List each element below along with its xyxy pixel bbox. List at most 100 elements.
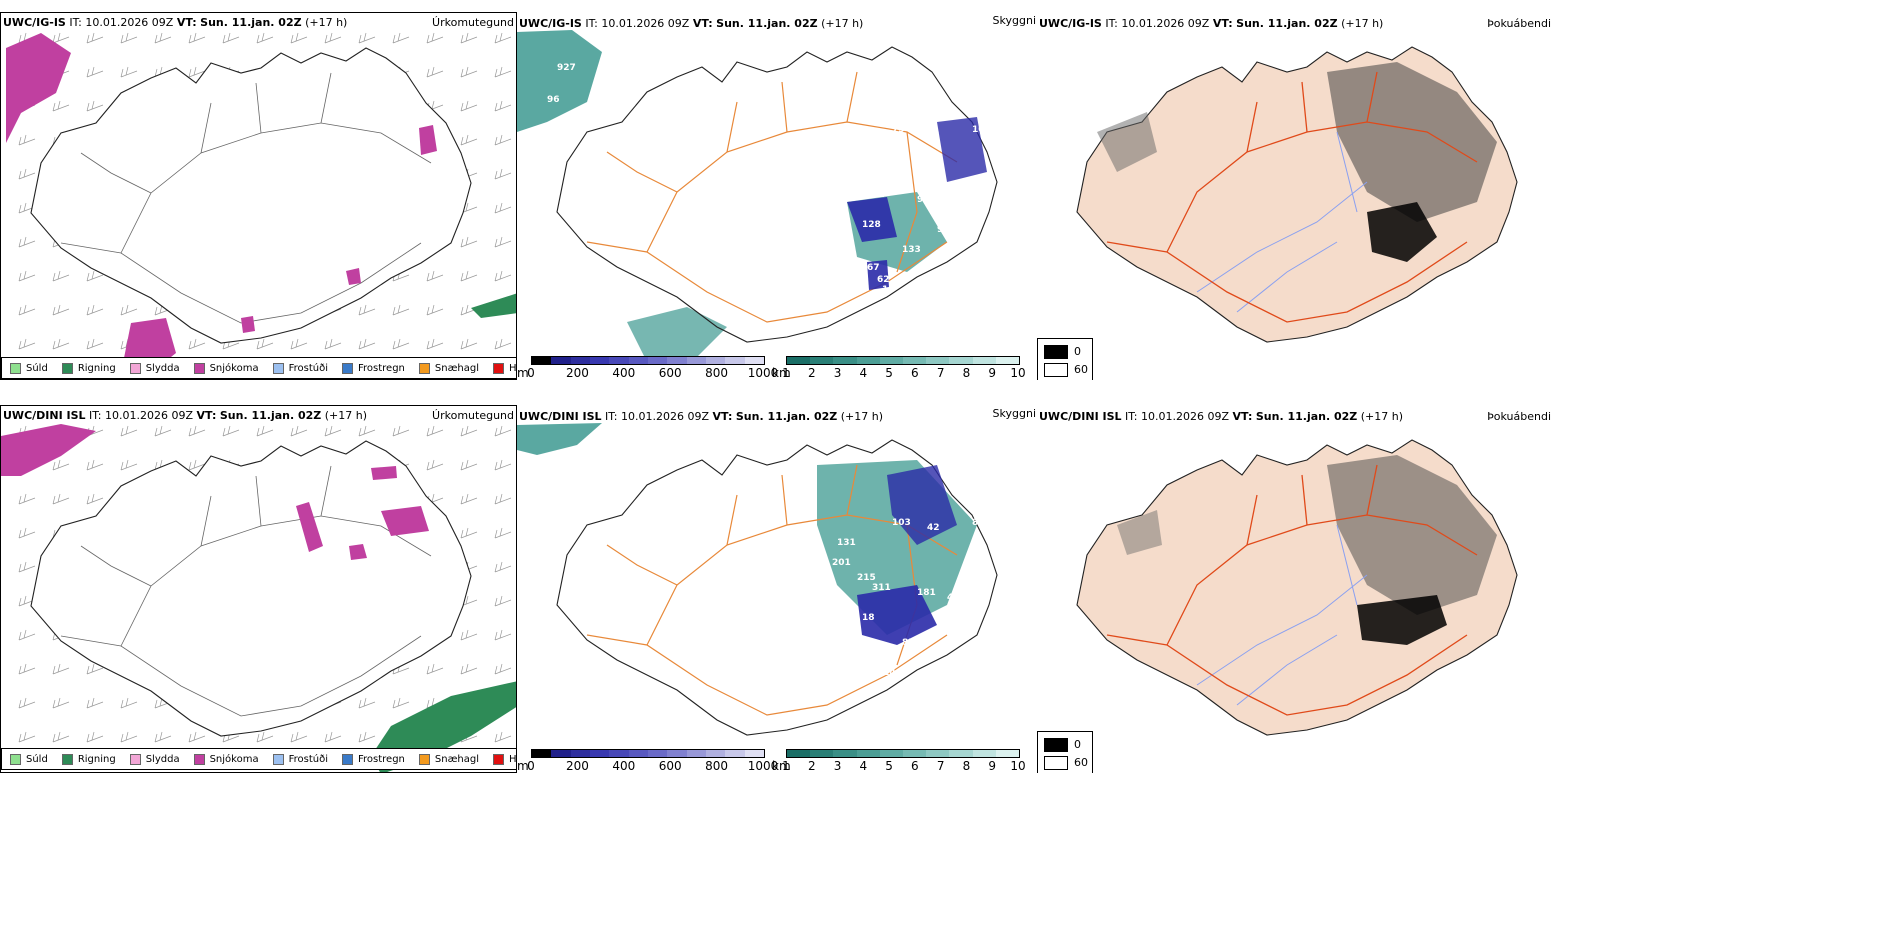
- colorbar-swatch: [628, 357, 648, 364]
- wind-barb: [18, 134, 36, 146]
- precip-title: Úrkomutegund: [432, 409, 514, 422]
- colorbar-tick: 400: [612, 366, 636, 380]
- legend-label: Frostregn: [358, 753, 405, 765]
- fog-legend: 0 60: [1037, 338, 1093, 380]
- colorbar-tick: 9: [988, 366, 997, 380]
- rain-area: [471, 293, 516, 318]
- legend-item-frostúði: Frostúði: [272, 362, 328, 374]
- colorbar-unit: m: [517, 366, 529, 380]
- precip-panel-2: UWC/DINI ISL IT: 10.01.2026 09Z VT: Sun.…: [0, 405, 517, 773]
- legend-label: Rigning: [77, 753, 116, 765]
- wind-barb: [324, 425, 342, 437]
- visibility-title: Skyggni: [992, 407, 1036, 420]
- wind-barb: [494, 561, 512, 573]
- colorbar-tick: 3: [833, 759, 842, 773]
- fog-area: [1097, 112, 1157, 172]
- colorbar-swatch: [856, 357, 880, 364]
- wind-barb: [86, 493, 104, 505]
- colorbar-tick: 0: [527, 366, 535, 380]
- iceland-outline: [556, 46, 998, 343]
- legend-swatch: [342, 753, 353, 765]
- wind-barb: [52, 459, 70, 471]
- wind-barb: [460, 425, 478, 437]
- model-name: UWC/IG-IS: [1039, 17, 1102, 30]
- legend-label: Frostúði: [288, 753, 328, 765]
- cloud-base-label: 135: [547, 488, 566, 498]
- colorbar-swatch: [833, 357, 857, 364]
- wind-barb: [426, 425, 444, 437]
- it-label: IT:: [89, 409, 102, 422]
- colorbar-unit: m: [517, 759, 529, 773]
- colorbar-swatch: [810, 357, 834, 364]
- wind-barb: [188, 66, 206, 78]
- wind-barb: [18, 338, 36, 350]
- legend-label: Haglél: [509, 362, 517, 374]
- it-label: IT:: [1125, 410, 1138, 423]
- cloud-base-label: 105: [972, 125, 991, 135]
- legend-item-frostregn: Frostregn: [342, 753, 405, 765]
- colorbar-tick: 7: [936, 366, 945, 380]
- vt-label: VT:: [692, 17, 713, 30]
- cloud-base-label: 48: [832, 165, 845, 175]
- cloud-base-label: 131: [837, 538, 856, 548]
- fog-panel-2: UWC/DINI ISL IT: 10.01.2026 09Z VT: Sun.…: [1037, 405, 1557, 773]
- wind-barb: [256, 32, 274, 44]
- wind-barb: [426, 32, 444, 44]
- wind-barb: [494, 168, 512, 180]
- colorbar-swatch: [725, 357, 745, 364]
- legend-label: Snæhagl: [434, 362, 480, 374]
- legend-item-snjókoma: Snjókoma: [193, 362, 259, 374]
- road-network: [1106, 71, 1478, 323]
- vt-value: Sun. 11.jan. 02Z: [1236, 17, 1338, 30]
- wind-barb: [86, 270, 104, 282]
- legend-swatch: [193, 362, 205, 374]
- wind-barb: [188, 338, 206, 350]
- cloud-base-label: 19: [882, 285, 895, 295]
- panel-header: UWC/DINI ISL IT: 10.01.2026 09Z VT: Sun.…: [519, 410, 883, 423]
- panel-header: UWC/IG-IS IT: 10.01.2026 09Z VT: Sun. 11…: [1039, 17, 1383, 30]
- model-name: UWC/DINI ISL: [1039, 410, 1122, 423]
- lead-time: (+17 h): [324, 409, 368, 422]
- wind-barb: [188, 425, 206, 437]
- colorbar-tick: 800: [705, 759, 729, 773]
- colorbar-swatch: [744, 750, 764, 757]
- colorbar-swatch: [879, 357, 903, 364]
- wind-barb: [358, 338, 376, 350]
- wind-barb: [52, 731, 70, 743]
- it-value: 10.01.2026 09Z: [105, 409, 194, 422]
- wind-barb: [324, 731, 342, 743]
- colorbar-swatch: [810, 750, 834, 757]
- it-label: IT:: [605, 410, 618, 423]
- wind-barb: [494, 270, 512, 282]
- colorbar-swatch: [995, 750, 1019, 757]
- road-network: [586, 464, 958, 716]
- colorbar-swatch: [787, 750, 811, 757]
- model-name: UWC/IG-IS: [3, 16, 66, 29]
- it-value: 10.01.2026 09Z: [85, 16, 174, 29]
- colorbar-swatch: [972, 357, 996, 364]
- wind-barb: [18, 697, 36, 709]
- wind-barb: [460, 459, 478, 471]
- wind-barb: [188, 32, 206, 44]
- snow-area: [346, 268, 361, 285]
- colorbar-unit: km: [772, 759, 791, 773]
- visibility-panel-1: 927 96 75 53 105 91 48 94 91 96 63 93 128 133 67 62 19 U…: [517, 12, 1037, 380]
- colorbar-tick: 800: [705, 366, 729, 380]
- cloud-base-label: 124: [877, 668, 896, 678]
- precip-panel-1: UWC/IG-IS IT: 10.01.2026 09Z VT: Sun. 11…: [0, 12, 517, 380]
- colorbar-swatch: [667, 357, 687, 364]
- model-name: UWC/DINI ISL: [3, 409, 86, 422]
- cloud-base-label: 96: [547, 95, 560, 105]
- colorbar-swatch: [744, 357, 764, 364]
- cloud-base-area: [857, 585, 937, 645]
- cloud-base-label: 128: [862, 220, 881, 230]
- legend-item-rigning: Rigning: [61, 753, 116, 765]
- it-label: IT:: [585, 17, 598, 30]
- legend-label: Snjókoma: [209, 753, 259, 765]
- cloud-base-label: 91: [872, 190, 885, 200]
- fog-legend-swatch: [1044, 756, 1068, 770]
- wind-barb: [86, 304, 104, 316]
